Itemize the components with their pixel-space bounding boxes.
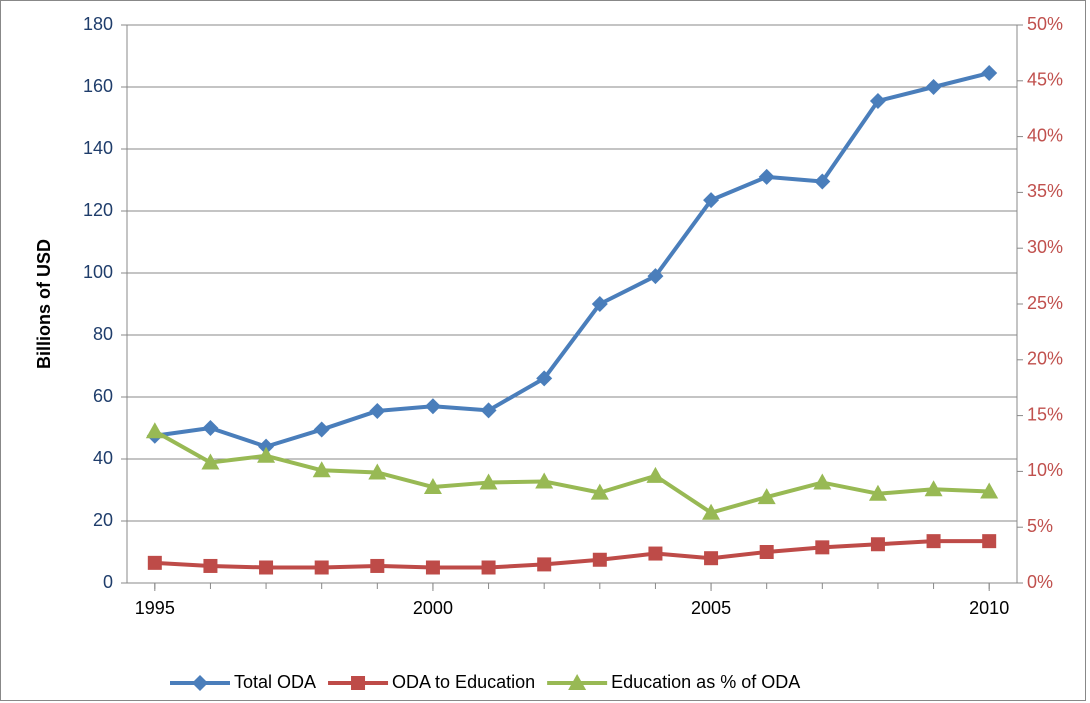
x-tick-label: 2010 [969,598,1009,618]
data-point [868,484,887,501]
data-point [257,446,276,463]
data-point [813,473,832,490]
y-tick-label: 40 [93,448,113,468]
data-point [982,534,997,549]
legend-label: Total ODA [234,672,316,692]
data-point [815,540,830,555]
data-point [368,463,387,480]
data-point [259,560,274,575]
data-point [925,79,942,95]
y2-tick-label: 45% [1027,70,1063,90]
data-point [313,421,330,438]
data-point [312,461,331,478]
y-axis-label: Billions of USD [34,239,54,369]
data-point [926,534,941,549]
y-tick-label: 100 [83,262,113,282]
data-point [924,480,943,497]
data-point [590,483,609,500]
y2-tick-label: 35% [1027,181,1063,201]
data-point [535,472,554,489]
data-point [981,65,998,82]
data-point [480,402,497,419]
data-point [759,545,774,559]
y2-tick-label: 25% [1027,293,1063,313]
data-point [591,296,608,312]
data-point [479,473,498,490]
y-tick-label: 20 [93,510,113,530]
x-tick-label: 2000 [413,598,453,618]
y2-tick-label: 20% [1027,349,1063,369]
data-point [869,92,886,109]
data-point [370,558,385,573]
y2-tick-label: 5% [1027,516,1053,536]
y2-tick-label: 0% [1027,572,1053,592]
y2-tick-label: 30% [1027,237,1063,257]
data-point [703,192,720,209]
y-tick-label: 0 [103,572,113,592]
data-point [258,438,275,455]
legend-marker [192,675,208,691]
y2-tick-label: 40% [1027,125,1063,145]
data-point [537,557,552,572]
legend-marker [568,674,587,690]
data-point [647,268,664,285]
x-tick-label: 2005 [691,598,731,618]
legend-label: ODA to Education [392,672,535,692]
series-line [153,429,990,515]
y-tick-label: 160 [83,76,113,96]
x-tick-label: 1995 [135,598,175,618]
data-point [424,398,441,415]
data-point [202,420,219,436]
data-point [369,402,386,419]
y-tick-label: 140 [83,138,113,158]
data-point [758,168,775,185]
data-point [147,555,162,570]
data-point [203,558,218,573]
y-tick-label: 180 [83,14,113,34]
data-point [423,478,442,495]
data-point [425,560,440,575]
data-point [314,560,329,575]
data-point [145,422,164,439]
legend-label: Education as % of ODA [611,672,800,692]
data-point [648,546,663,561]
data-point [646,466,665,483]
y2-tick-label: 10% [1027,460,1063,480]
data-point [704,551,719,566]
y-tick-label: 80 [93,324,113,344]
y2-tick-label: 15% [1027,404,1063,424]
series-line [154,71,990,449]
data-point [481,560,496,575]
data-point [702,503,721,520]
data-point [592,552,607,567]
series-line [154,539,990,570]
data-point [980,482,999,499]
data-point [201,453,220,470]
y-tick-label: 60 [93,386,113,406]
legend-marker [351,676,366,690]
y-tick-label: 120 [83,200,113,220]
data-point [536,370,553,387]
y2-tick-label: 50% [1027,14,1063,34]
data-point [870,537,885,552]
data-point [757,488,776,505]
data-point [814,173,831,190]
